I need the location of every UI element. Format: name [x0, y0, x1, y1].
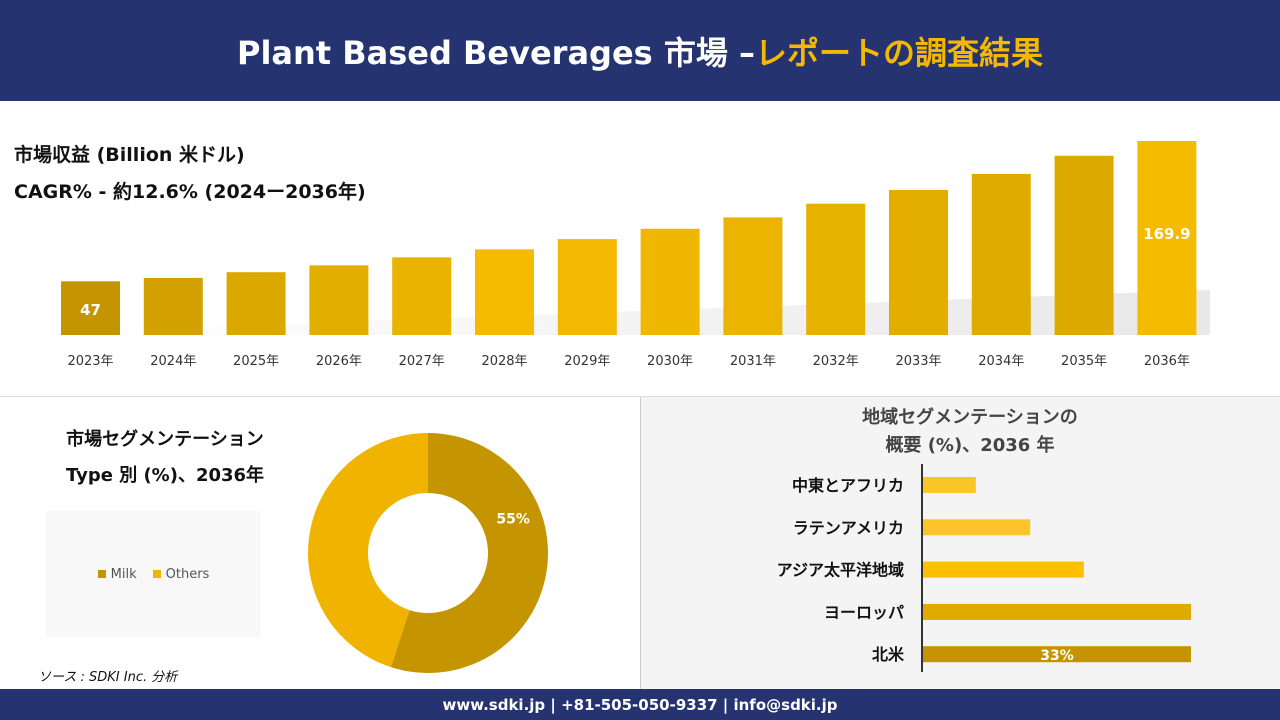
cagr-text: CAGR% - 約12.6% (2024ー2036年) [14, 181, 366, 203]
region-label: ラテンアメリカ [793, 518, 904, 537]
footer-contact: www.sdki.jp | +81-505-050-9337 | info@sd… [0, 689, 1280, 720]
bar-2033年 [889, 189, 948, 335]
bar-2028年 [475, 249, 534, 335]
donut-slice-others [308, 433, 428, 668]
region-segment-title: 地域セグメンテーションの 概要 (%)、2036 年 [760, 404, 1180, 460]
region-bar [923, 477, 976, 493]
x-tick-label: 2028年 [481, 354, 527, 369]
region-bar [923, 561, 1084, 578]
bar-2027年 [392, 257, 452, 335]
x-tick-label: 2029年 [564, 354, 610, 369]
x-tick-label: 2025年 [233, 354, 279, 369]
legend-label: Milk [110, 566, 137, 582]
revenue-title: 市場収益 (Billion 米ドル) [14, 144, 245, 166]
region-title-line2: 概要 (%)、2036 年 [885, 435, 1055, 456]
bar-2035年 [1054, 155, 1114, 335]
bar-2026年 [309, 265, 369, 335]
x-tick-label: 2030年 [647, 354, 693, 369]
bar-2036年 [1137, 141, 1197, 335]
legend-swatch [97, 569, 106, 578]
x-tick-label: 2027年 [399, 354, 445, 369]
divider [0, 396, 1280, 397]
header-title-accent: レポートの調査結果 [754, 33, 1043, 72]
source-note: ソース : SDKI Inc. 分析 [38, 670, 178, 685]
x-tick-label: 2036年 [1144, 354, 1190, 369]
type-title-line1: 市場セグメンテーション [66, 429, 264, 450]
x-tick-label: 2034年 [978, 354, 1024, 369]
bar-2030年 [640, 228, 700, 335]
type-donut-chart: 55% [308, 433, 548, 673]
header-title: Plant Based Beverages 市場 – [236, 33, 755, 72]
donut-legend: Milk Others [46, 511, 261, 637]
x-tick-label: 2026年 [316, 354, 362, 369]
region-segment-panel [641, 397, 1280, 689]
region-bar [923, 519, 1031, 536]
header-banner: Plant Based Beverages 市場 – レポートの調査結果 [0, 0, 1280, 101]
x-tick-label: 2032年 [813, 354, 859, 369]
bar-2032年 [806, 203, 866, 335]
region-title-line1: 地域セグメンテーションの [862, 407, 1078, 428]
legend-swatch [152, 569, 161, 578]
bar-2024年 [143, 277, 203, 335]
bar-2023年 [61, 281, 120, 335]
vertical-divider [640, 397, 641, 689]
region-label: ヨーロッパ [824, 603, 904, 622]
legend-label: Others [165, 566, 210, 582]
donut-slice-milk [390, 433, 548, 673]
donut-data-label: 55% [496, 512, 530, 528]
region-bar [923, 646, 1191, 663]
legend-item-milk: Milk [97, 566, 137, 582]
data-label: 47 [80, 301, 101, 319]
region-label: 中東とアフリカ [792, 476, 904, 495]
bar-2029年 [557, 239, 617, 335]
x-tick-label: 2024年 [150, 354, 196, 369]
type-title-line2: Type 別 (%)、2036年 [65, 465, 265, 486]
region-data-label: 33% [1040, 648, 1074, 664]
legend-item-others: Others [152, 566, 210, 582]
region-label: 北米 [872, 645, 905, 664]
region-label: アジア太平洋地域 [777, 561, 904, 580]
data-label: 169.9 [1143, 225, 1190, 243]
x-tick-label: 2031年 [730, 354, 776, 369]
type-segment-title: 市場セグメンテーション Type 別 (%)、2036年 [30, 422, 300, 494]
bar-2025年 [226, 272, 286, 335]
x-tick-label: 2035年 [1061, 354, 1107, 369]
region-bar [923, 603, 1191, 620]
bar-2031年 [723, 217, 783, 335]
x-tick-label: 2023年 [67, 354, 113, 369]
x-tick-label: 2033年 [895, 354, 941, 369]
bar-2034年 [971, 173, 1031, 335]
revenue-bar-chart: 2023年 47 2024年 2025年 2026年 2027年 2028年 2029年 203… [61, 141, 1210, 369]
